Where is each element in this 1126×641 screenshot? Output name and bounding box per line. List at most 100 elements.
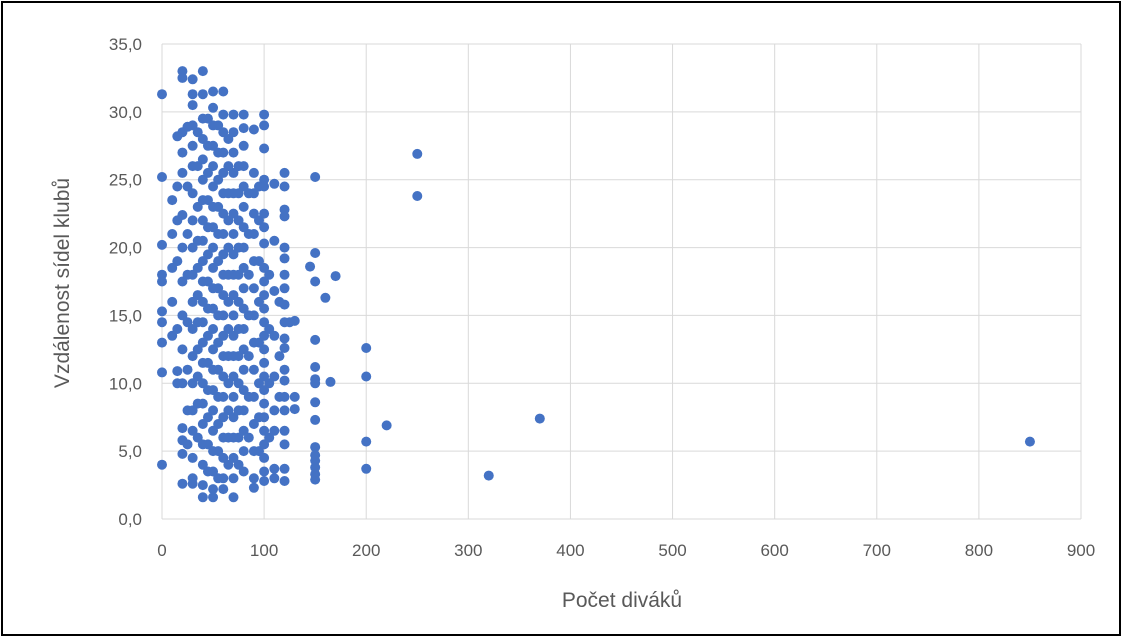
data-point	[310, 172, 321, 182]
gridlines	[161, 43, 1082, 520]
data-point	[197, 235, 208, 246]
data-point	[223, 459, 234, 470]
data-point	[208, 405, 219, 416]
data-point	[310, 362, 321, 372]
data-point	[279, 343, 290, 353]
data-point	[202, 167, 213, 178]
data-point	[223, 378, 234, 389]
data-point	[218, 249, 229, 260]
data-point	[228, 492, 239, 503]
data-point	[208, 344, 219, 355]
data-point	[238, 161, 249, 172]
data-point	[177, 448, 188, 459]
data-point	[192, 290, 203, 301]
data-point	[248, 229, 259, 239]
data-point	[310, 378, 321, 389]
data-point	[187, 452, 198, 463]
data-point	[233, 188, 244, 199]
data-point	[177, 378, 188, 389]
data-point	[310, 474, 321, 485]
data-point	[279, 364, 290, 375]
data-point	[228, 249, 239, 260]
data-point	[218, 473, 229, 484]
data-point	[157, 276, 167, 287]
data-point	[228, 371, 239, 382]
data-point	[259, 412, 270, 423]
data-point	[238, 201, 249, 212]
data-point	[269, 371, 280, 382]
data-point	[279, 439, 290, 450]
data-point	[218, 371, 229, 382]
data-point	[167, 330, 178, 341]
data-point	[279, 463, 290, 474]
data-point	[192, 262, 203, 273]
data-point	[228, 330, 239, 341]
data-point	[192, 432, 203, 443]
data-point	[248, 310, 259, 321]
data-point	[218, 310, 229, 321]
data-point	[157, 172, 167, 182]
data-point	[264, 378, 275, 389]
data-point	[320, 292, 331, 303]
data-point	[208, 425, 219, 436]
data-point	[243, 269, 254, 280]
data-point	[269, 463, 280, 474]
data-point	[182, 181, 193, 192]
data-point	[233, 432, 244, 443]
data-point	[228, 208, 239, 219]
data-point	[238, 109, 249, 120]
data-point	[325, 376, 336, 387]
data-point	[259, 344, 270, 355]
y-tick-label: 0,0	[118, 510, 142, 529]
data-point	[208, 492, 219, 503]
data-point	[177, 478, 188, 489]
data-point	[187, 478, 198, 489]
y-tick-label: 25,0	[109, 171, 142, 190]
data-point	[289, 391, 300, 402]
x-axis-title: Počet diváků	[562, 589, 682, 612]
data-point	[177, 167, 188, 178]
data-point	[305, 261, 316, 272]
data-point	[192, 127, 203, 138]
data-point	[167, 262, 178, 273]
data-point	[157, 459, 167, 470]
data-point	[259, 317, 270, 328]
data-point	[218, 208, 229, 219]
data-point	[187, 215, 198, 226]
data-point	[177, 210, 188, 220]
data-point	[223, 324, 234, 334]
x-tick-label: 100	[250, 541, 278, 560]
data-point	[279, 405, 290, 416]
data-point	[157, 89, 167, 100]
data-point	[259, 476, 270, 486]
data-point	[238, 262, 249, 273]
data-point	[238, 123, 249, 134]
data-point	[192, 161, 203, 172]
data-point	[279, 269, 290, 280]
data-point	[269, 178, 280, 189]
data-point	[157, 317, 167, 328]
data-point	[177, 423, 188, 434]
data-point	[238, 242, 249, 253]
data-point	[259, 385, 270, 396]
data-point	[238, 283, 249, 294]
data-point	[259, 425, 270, 436]
data-point	[197, 459, 208, 470]
data-point	[259, 290, 270, 301]
data-point	[157, 306, 167, 317]
data-point	[238, 446, 249, 457]
data-point	[218, 229, 229, 239]
data-point	[228, 452, 239, 463]
data-point	[177, 147, 188, 158]
x-tick-label: 600	[760, 541, 788, 560]
data-point	[167, 195, 178, 206]
data-point	[177, 72, 188, 83]
data-point	[192, 201, 203, 212]
data-point	[172, 181, 183, 192]
data-point	[248, 167, 259, 178]
data-point	[223, 296, 234, 307]
data-point	[208, 86, 219, 97]
data-point	[259, 439, 270, 450]
data-point	[167, 229, 178, 239]
y-tick-label: 20,0	[109, 239, 142, 258]
